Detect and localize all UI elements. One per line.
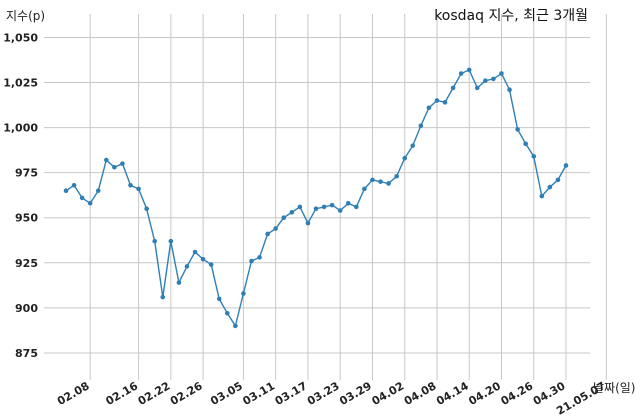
data-point (321, 204, 327, 210)
data-point (402, 155, 408, 161)
y-tick-label: 950 (15, 212, 38, 225)
x-tick-label: 02.22 (136, 379, 173, 408)
data-point (547, 184, 553, 190)
data-point (297, 204, 303, 210)
data-point (507, 87, 512, 93)
data-point (79, 195, 85, 201)
data-point (224, 310, 230, 316)
data-point (555, 177, 561, 183)
data-point (370, 177, 375, 183)
data-point (539, 193, 545, 199)
data-point (434, 98, 440, 103)
data-point (241, 291, 246, 296)
x-tick-label: 04.08 (402, 379, 439, 408)
x-tick-label: 02.16 (103, 379, 140, 408)
data-point (499, 71, 504, 76)
y-tick-label: 900 (15, 302, 38, 315)
data-point (458, 71, 464, 76)
x-tick-label: 04.26 (499, 379, 536, 408)
data-point (418, 123, 424, 129)
grid-lines (44, 14, 607, 380)
x-axis-label: 날짜(일) (593, 381, 635, 395)
y-axis: 875 900 925 950 975 1,000 1,025 1,050 (3, 31, 38, 360)
data-point (273, 226, 278, 231)
data-point (112, 164, 117, 170)
data-point (354, 204, 359, 210)
data-point (281, 215, 287, 221)
chart-title: kosdaq 지수, 최근 3개월 (434, 8, 588, 24)
data-point (450, 85, 456, 91)
data-point (523, 141, 528, 147)
data-point (71, 182, 77, 188)
data-point (531, 154, 537, 159)
data-point (442, 100, 448, 105)
data-point (386, 181, 391, 186)
data-point (289, 210, 295, 215)
data-point (426, 105, 432, 111)
data-point (233, 323, 238, 329)
data-point (87, 201, 93, 206)
x-tick-label: 04.20 (466, 379, 503, 408)
series-points (63, 67, 569, 329)
data-point (200, 256, 206, 262)
data-point (329, 202, 335, 208)
data-point (378, 179, 383, 184)
data-point (515, 127, 520, 132)
data-point (491, 76, 496, 82)
data-point (474, 85, 480, 91)
y-tick-label: 1,025 (3, 77, 38, 90)
y-tick-label: 925 (15, 257, 38, 270)
data-point (345, 201, 351, 206)
data-point (313, 206, 319, 212)
data-point (265, 231, 270, 237)
data-point (208, 262, 214, 267)
data-point (257, 255, 262, 260)
data-point (168, 238, 174, 244)
x-tick-label: 03.23 (305, 379, 342, 408)
data-point (394, 173, 399, 179)
data-point (410, 143, 416, 148)
series-line (65, 68, 567, 328)
data-point (362, 186, 367, 192)
y-tick-label: 1,050 (3, 31, 38, 44)
y-axis-label: 지수(p) (6, 9, 45, 23)
data-point (104, 157, 109, 163)
y-tick-label: 975 (15, 167, 38, 180)
x-tick-label: 02.08 (55, 379, 92, 408)
data-point (184, 264, 190, 269)
data-point (176, 280, 182, 285)
x-tick-label: 03.11 (241, 379, 278, 408)
data-point (466, 67, 472, 73)
data-point (563, 163, 569, 168)
data-point (337, 208, 343, 213)
data-point (95, 188, 101, 193)
data-point (136, 186, 141, 192)
data-point (216, 296, 222, 302)
x-tick-label: 03.29 (337, 379, 374, 408)
x-tick-label: 03.05 (208, 379, 245, 408)
data-point (128, 182, 133, 188)
y-tick-label: 875 (15, 347, 38, 360)
data-point (144, 206, 149, 212)
data-point (63, 188, 69, 193)
y-tick-label: 1,000 (3, 122, 38, 135)
x-tick-label: 03.17 (273, 379, 310, 408)
data-point (160, 294, 166, 300)
data-point (152, 238, 158, 244)
data-point (483, 78, 488, 84)
data-point (192, 249, 198, 255)
data-point (120, 161, 125, 166)
x-tick-label: 04.14 (434, 379, 471, 408)
x-tick-label: 04.02 (370, 379, 407, 408)
data-point (249, 258, 254, 264)
x-tick-label: 02.26 (168, 379, 205, 408)
data-point (305, 220, 311, 226)
